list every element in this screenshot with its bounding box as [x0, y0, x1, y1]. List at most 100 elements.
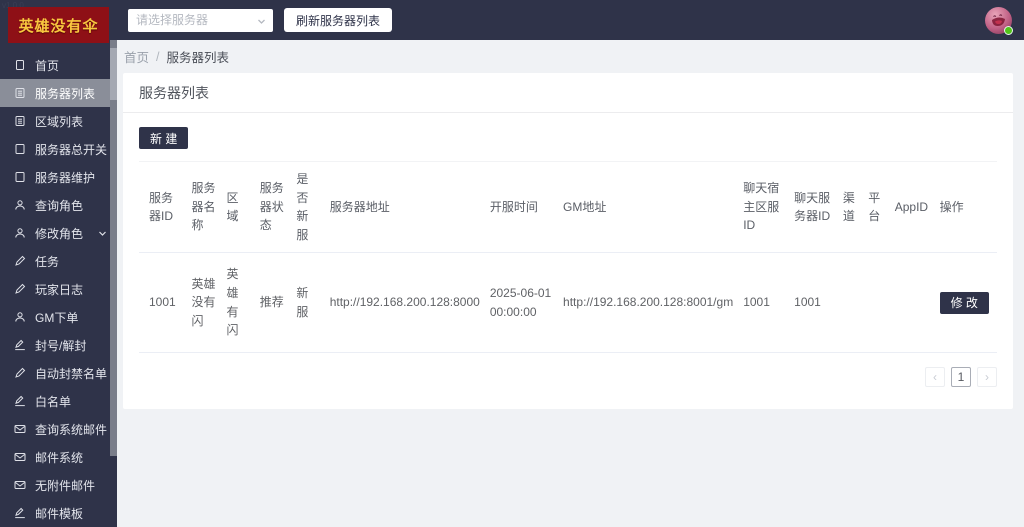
column-header-actions: 操作: [937, 161, 997, 254]
user-avatar[interactable]: [985, 6, 1013, 35]
sidebar-item-mail-template[interactable]: 邮件模板: [0, 499, 117, 527]
home-icon: [14, 59, 26, 71]
sidebar-item-label: 首页: [35, 58, 60, 73]
sidebar: v1.0.0 英雄没有伞 首页 服务器列表 区域列表 服务器总开关: [0, 0, 117, 527]
column-header-zone: 区域: [224, 161, 258, 254]
column-header-channel: 渠道: [840, 161, 867, 254]
cell-chat-server-id: 1001: [792, 252, 841, 353]
pagination-page-1[interactable]: 1: [951, 366, 971, 387]
sidebar-item-ban-unban[interactable]: 封号/解封: [0, 331, 117, 359]
sidebar-item-label: 邮件系统: [35, 450, 84, 465]
sidebar-item-player-logs[interactable]: 玩家日志: [0, 275, 117, 303]
sidebar-nav: 首页 服务器列表 区域列表 服务器总开关 服务器维护 查询角色: [0, 43, 117, 527]
pen-icon: [14, 255, 26, 267]
sidebar-item-label: 任务: [35, 254, 60, 269]
cell-appid: [892, 252, 938, 353]
cell-open-time: 2025-06-01 00:00:00: [487, 252, 562, 353]
sidebar-item-auto-ban-list[interactable]: 自动封禁名单: [0, 359, 117, 387]
card-title: 服务器列表: [123, 73, 1013, 113]
column-header-server-id: 服务器ID: [139, 161, 190, 254]
column-header-gm-address: GM地址: [561, 161, 742, 254]
breadcrumb-home[interactable]: 首页: [124, 51, 150, 65]
cell-platform: [866, 252, 893, 353]
table-header-row: 服务器ID 服务器名称 区域 服务器状态 是否新服 服务器地址 开服时间 GM地…: [139, 161, 997, 254]
sidebar-item-whitelist[interactable]: 白名单: [0, 387, 117, 415]
sidebar-item-query-system-mail[interactable]: 查询系统邮件: [0, 415, 117, 443]
sidebar-item-label: 区域列表: [35, 114, 84, 129]
column-header-is-new: 是否新服: [294, 161, 328, 254]
edit-button[interactable]: 修 改: [939, 291, 989, 314]
edit-icon: [14, 339, 26, 351]
breadcrumb: 首页 / 服务器列表: [117, 40, 1024, 73]
cell-server-address: http://192.168.200.128:8000: [327, 252, 488, 353]
chevron-down-icon: [98, 229, 107, 238]
cell-gm-address: http://192.168.200.128:8001/gm: [561, 252, 742, 353]
column-header-server-name: 服务器名称: [189, 161, 225, 254]
pen-icon: [14, 367, 26, 379]
app-version: v1.0.0: [2, 1, 24, 10]
user-icon: [14, 227, 26, 239]
column-header-open-time: 开服时间: [487, 161, 562, 254]
pagination-next-button[interactable]: ›: [977, 366, 997, 387]
server-table: 服务器ID 服务器名称 区域 服务器状态 是否新服 服务器地址 开服时间 GM地…: [139, 161, 997, 353]
cell-server-id: 1001: [139, 252, 190, 353]
pagination-prev-button[interactable]: ‹: [925, 366, 945, 387]
sidebar-item-tasks[interactable]: 任务: [0, 247, 117, 275]
sidebar-item-label: 服务器总开关: [35, 142, 108, 157]
content-area: 首页 / 服务器列表 服务器列表 新 建: [117, 40, 1024, 527]
sidebar-scrollbar-thumb[interactable]: [110, 48, 117, 100]
sidebar-item-modify-role[interactable]: 修改角色: [0, 219, 117, 247]
sidebar-item-label: 白名单: [35, 394, 72, 409]
table-row: 1001 英雄没有闪 英雄有闪 推荐 新服 http://192.168.200…: [139, 252, 997, 353]
sidebar-item-server-maintenance[interactable]: 服务器维护: [0, 163, 117, 191]
pen-icon: [14, 283, 26, 295]
user-icon: [14, 311, 26, 323]
sidebar-item-home[interactable]: 首页: [0, 51, 117, 79]
sidebar-item-server-master-switch[interactable]: 服务器总开关: [0, 135, 117, 163]
sidebar-item-label: GM下单: [35, 310, 79, 325]
server-select[interactable]: [128, 8, 273, 32]
cell-is-new: 新服: [294, 252, 328, 353]
sidebar-item-label: 邮件模板: [35, 506, 84, 521]
sidebar-scrollbar[interactable]: [110, 40, 117, 456]
sidebar-item-label: 封号/解封: [35, 338, 87, 353]
sidebar-item-no-attachment-mail[interactable]: 无附件邮件: [0, 471, 117, 499]
breadcrumb-current: 服务器列表: [166, 51, 230, 65]
sidebar-item-server-list[interactable]: 服务器列表: [0, 79, 117, 107]
panel-icon: [14, 143, 26, 155]
column-header-platform: 平台: [866, 161, 893, 254]
sidebar-item-zone-list[interactable]: 区域列表: [0, 107, 117, 135]
new-server-button[interactable]: 新 建: [139, 127, 189, 149]
column-header-chat-server-id: 聊天服务器ID: [792, 161, 841, 254]
cell-server-name: 英雄没有闪: [189, 252, 225, 353]
sidebar-item-gm-order[interactable]: GM下单: [0, 303, 117, 331]
column-header-chat-host-zone-id: 聊天宿主区服ID: [741, 161, 793, 254]
topbar: 刷新服务器列表: [117, 0, 1024, 40]
cell-server-status: 推荐: [257, 252, 295, 353]
mail-icon: [14, 423, 26, 435]
sidebar-item-label: 无附件邮件: [35, 478, 96, 493]
list-icon: [14, 115, 26, 127]
online-status-badge: [1004, 25, 1013, 35]
server-select-input[interactable]: [128, 8, 273, 32]
panel-icon: [14, 171, 26, 183]
server-list-card: 服务器列表 新 建 服务器ID 服务器名称: [123, 73, 1013, 409]
cell-actions: 修 改: [937, 252, 997, 353]
cell-channel: [840, 252, 867, 353]
sidebar-item-label: 查询角色: [35, 198, 84, 213]
refresh-server-list-button[interactable]: 刷新服务器列表: [284, 8, 393, 32]
sidebar-item-label: 服务器列表: [35, 86, 96, 101]
column-header-appid: AppID: [892, 161, 938, 254]
edit-icon: [14, 507, 26, 519]
chevron-down-icon: [257, 17, 266, 26]
app-logo-text: 英雄没有伞: [18, 16, 99, 35]
column-header-server-address: 服务器地址: [327, 161, 488, 254]
sidebar-item-query-role[interactable]: 查询角色: [0, 191, 117, 219]
pagination: ‹ 1 ›: [139, 366, 997, 387]
mail-icon: [14, 479, 26, 491]
sidebar-item-mail-system[interactable]: 邮件系统: [0, 443, 117, 471]
sidebar-item-label: 服务器维护: [35, 170, 96, 185]
mail-icon: [14, 451, 26, 463]
user-icon: [14, 199, 26, 211]
